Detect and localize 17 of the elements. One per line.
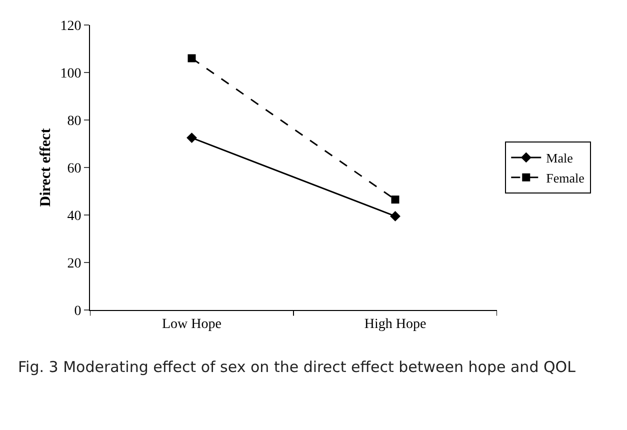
y-tick-label: 20 <box>67 256 82 272</box>
y-axis-title: Direct effect <box>38 128 54 207</box>
caption: Fig. 3 Moderating effect of sex on the direct effect between hope and QOL <box>18 357 576 378</box>
x-tick-label: High Hope <box>364 316 426 332</box>
x-tick-label: Low Hope <box>162 316 222 332</box>
y-tick-label: 40 <box>67 208 82 224</box>
y-tick-label: 100 <box>60 66 82 82</box>
y-tick-label: 80 <box>67 114 82 129</box>
legend-label: Female <box>546 170 585 186</box>
legend-label: Male <box>546 150 574 166</box>
point <box>188 54 196 62</box>
y-tick-label: 120 <box>60 18 82 34</box>
point <box>186 132 197 144</box>
y-tick-label: 0 <box>74 304 82 319</box>
point <box>391 196 400 204</box>
y-tick-label: 60 <box>67 161 82 176</box>
point <box>390 210 400 222</box>
